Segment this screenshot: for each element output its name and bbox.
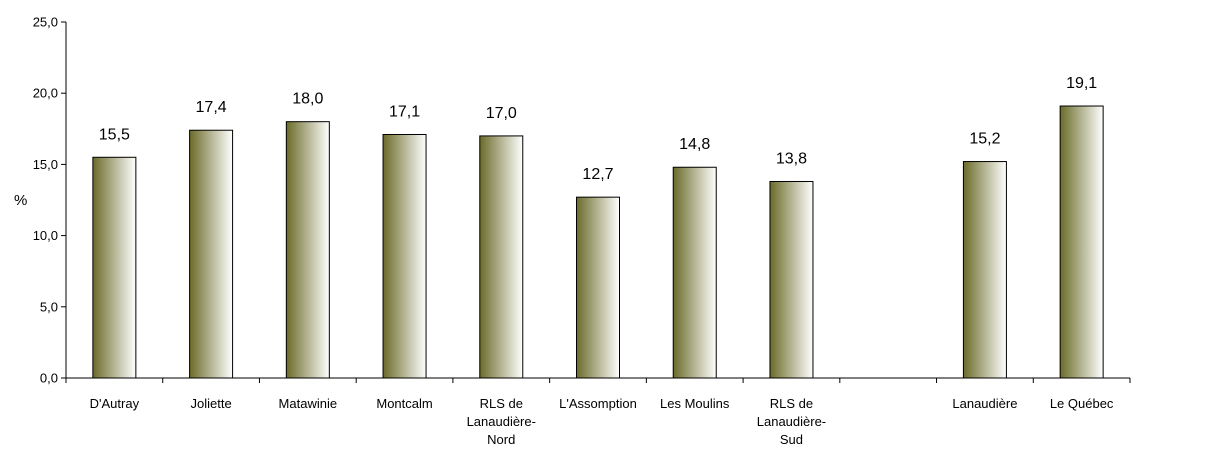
y-tick-label: 5,0 [40,299,58,314]
bar-value-label: 17,0 [486,105,517,122]
x-category-label: Sud [780,432,803,447]
bar-value-label: 13,8 [776,150,807,167]
x-category-label: Montcalm [376,396,432,411]
x-category-label: RLS de [770,396,813,411]
bar-value-label: 12,7 [582,166,613,183]
bar [576,196,620,379]
x-category-label: Lanaudière [952,396,1017,411]
x-category-label: Nord [487,432,515,447]
bar-value-label: 17,1 [389,103,420,120]
bar-value-label: 19,1 [1066,75,1097,92]
bar-value-label: 17,4 [196,99,227,116]
bar [285,121,330,379]
bar-value-label: 15,2 [969,131,1000,148]
y-tick-label: 10,0 [33,228,58,243]
bar [479,135,524,379]
bar [189,129,234,379]
y-axis-title: % [14,192,27,209]
y-tick-label: 15,0 [33,157,58,172]
y-tick-label: 0,0 [40,371,58,386]
x-category-label: RLS de [480,396,523,411]
bar [769,180,814,379]
bar [92,156,137,379]
bar [962,161,1007,379]
x-category-label: Joliette [190,396,231,411]
x-category-label: L'Assomption [559,396,637,411]
plot-area: 0,0 5,0 10,0 15,0 20,0 25,0 15,5 D'Autray 17,4 Jo… [33,15,1131,447]
bar [382,133,427,379]
bar [1059,105,1104,379]
bar-value-label: 14,8 [679,136,710,153]
x-category-label: Les Moulins [660,396,730,411]
x-category-label: Lanaudière- [757,414,826,429]
y-tick-label: 25,0 [33,15,58,30]
x-category-label: Matawinie [279,396,338,411]
x-category-label: D'Autray [90,396,140,411]
x-category-label: Lanaudière- [467,414,536,429]
bar-value-label: 18,0 [292,91,323,108]
bar [672,166,717,379]
bar-value-label: 15,5 [99,126,130,143]
y-tick-label: 20,0 [33,86,58,101]
x-category-label: Le Québec [1050,396,1114,411]
